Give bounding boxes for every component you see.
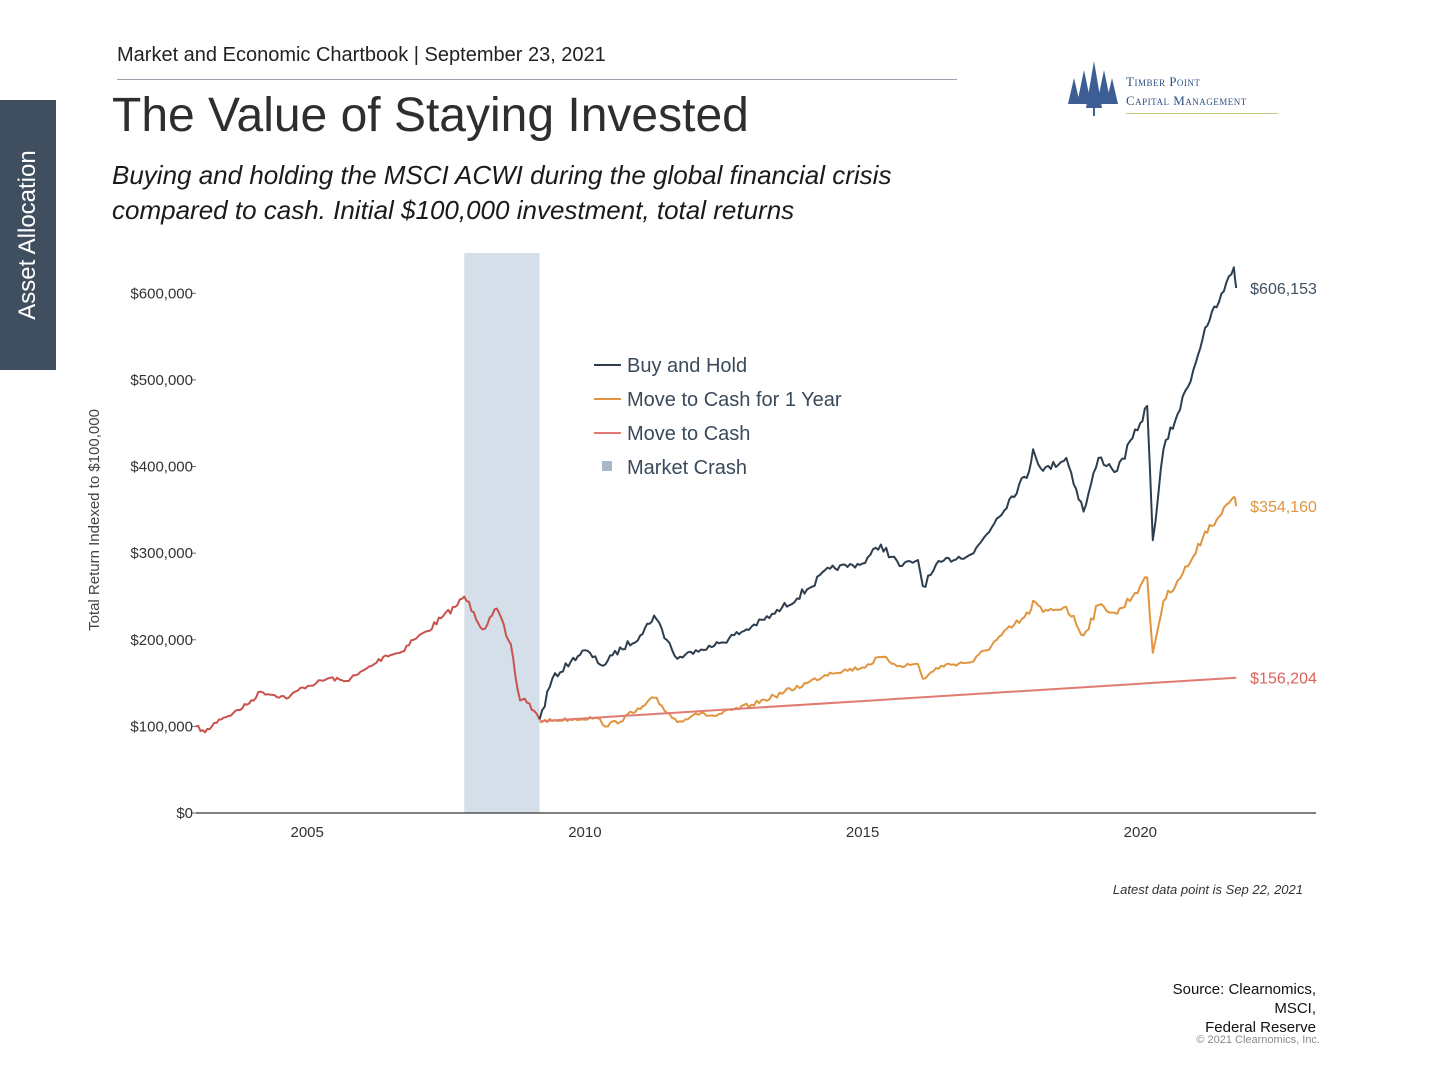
- end-value-label: $156,204: [1250, 671, 1317, 688]
- y-tick-label: $100,000: [130, 718, 193, 735]
- pine-trees-icon: [1068, 61, 1118, 116]
- x-tick-label: 2015: [846, 824, 879, 841]
- latest-data-note: Latest data point is Sep 22, 2021: [1112, 882, 1303, 897]
- copyright-notice: © 2021 Clearnomics, Inc.: [1196, 1034, 1320, 1046]
- legend-swatch: [602, 461, 612, 471]
- y-tick-label: $500,000: [130, 372, 193, 389]
- page-subtitle: Buying and holding the MSCI ACWI during …: [112, 158, 1012, 228]
- x-tick-label: 2020: [1124, 824, 1157, 841]
- legend-label: Buy and Hold: [627, 355, 747, 377]
- chartbook-header: Market and Economic Chartbook | Septembe…: [117, 44, 606, 66]
- section-tab: Asset Allocation: [0, 100, 56, 370]
- y-tick-label: $400,000: [130, 459, 193, 476]
- end-value-label: $606,153: [1250, 281, 1317, 298]
- y-tick-label: $0: [176, 805, 193, 822]
- series-line-move-to-cash-for-1-year: [539, 495, 1238, 728]
- market-crash-shading: [464, 253, 540, 813]
- source-line-1: Source: Clearnomics,: [1172, 981, 1316, 998]
- source-line-3: Federal Reserve: [1205, 1019, 1316, 1036]
- logo-line-2: Capital Management: [1126, 93, 1247, 108]
- series-line-move-to-cash: [539, 676, 1237, 723]
- subtitle-line-1: Buying and holding the MSCI ACWI during …: [112, 160, 892, 190]
- x-tick-label: 2010: [568, 824, 601, 841]
- source-line-2: MSCI,: [1274, 1000, 1316, 1017]
- header-divider: [117, 79, 957, 80]
- logo-line-1: Timber Point: [1126, 74, 1201, 89]
- source-credit: Source: Clearnomics, MSCI, Federal Reser…: [1100, 980, 1316, 1037]
- subtitle-line-2: compared to cash. Initial $100,000 inves…: [112, 195, 795, 225]
- y-tick-label: $600,000: [130, 285, 193, 302]
- series-line-buy-and-hold: [538, 266, 1238, 720]
- x-tick-label: 2005: [290, 824, 323, 841]
- company-logo: Timber Point Capital Management: [1060, 58, 1290, 118]
- y-axis-label: Total Return Indexed to $100,000: [86, 409, 103, 631]
- y-tick-label: $300,000: [130, 545, 193, 562]
- page-title: The Value of Staying Invested: [112, 89, 749, 142]
- end-value-label: $354,160: [1250, 499, 1317, 516]
- legend-label: Market Crash: [627, 457, 747, 479]
- legend-label: Move to Cash: [627, 423, 750, 445]
- legend-label: Move to Cash for 1 Year: [627, 389, 842, 411]
- series-line-pre-crash-shared-path: [195, 595, 541, 734]
- y-tick-label: $200,000: [130, 632, 193, 649]
- logo-underline: [1126, 113, 1278, 114]
